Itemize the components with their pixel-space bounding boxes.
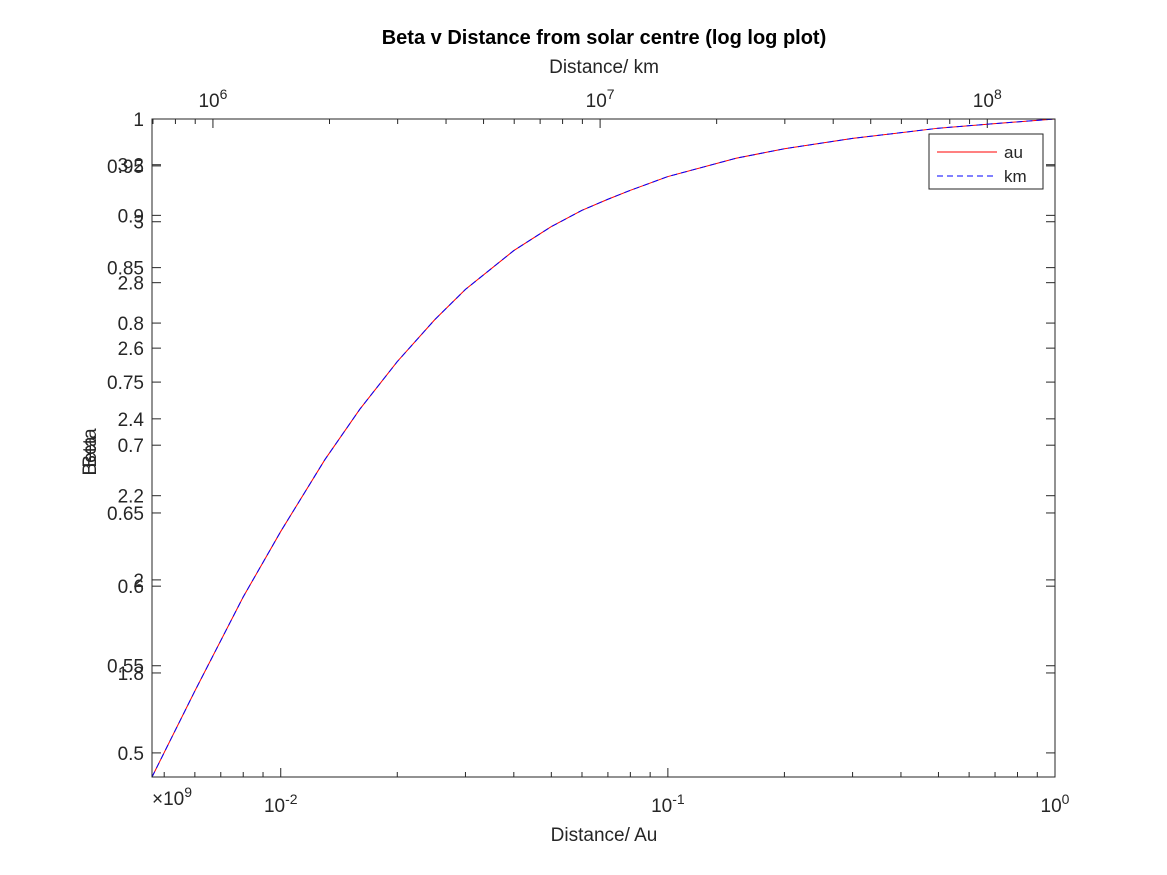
y2-tick-label: 3.2: [118, 156, 144, 177]
x-exponent-label: ×109: [152, 784, 192, 810]
x2-tick-label: 106: [198, 86, 227, 112]
y2-tick-label: 2.6: [118, 339, 144, 360]
legend-label-au: au: [1004, 143, 1023, 162]
svg-text:×109: ×109: [152, 784, 192, 810]
y-tick-label: 0.8: [118, 314, 144, 335]
chart-title: Beta v Distance from solar centre (log l…: [382, 27, 827, 49]
y-tick-label: 0.5: [118, 744, 144, 765]
y2-axis-label: Beta: [80, 436, 101, 476]
y2-tick-label: 2.4: [118, 410, 145, 431]
x-tick-exp: -2: [285, 791, 298, 807]
x-tick-label: 100: [1041, 791, 1070, 817]
plot-area: [152, 119, 1055, 777]
y2-tick-label: 1.8: [118, 664, 144, 685]
x-tick-exp: -1: [672, 791, 685, 807]
x2-tick-base: 10: [973, 91, 994, 112]
x2-tick-exp: 8: [994, 86, 1002, 102]
x-axis-label: Distance/ Au: [551, 825, 658, 846]
x-tick-label: 10-1: [651, 791, 685, 817]
axes-layer: [152, 119, 1055, 777]
legend: au km: [928, 133, 1044, 190]
y2-tick-label: 2: [133, 571, 144, 592]
x2-axis-label: Distance/ km: [549, 57, 659, 78]
y-tick-label: 0.55: [107, 657, 144, 678]
y-tick-label: 0.65: [107, 504, 144, 525]
y-tick-label: 0.9: [118, 206, 144, 227]
y2-tick-label: 3: [133, 213, 144, 234]
y-tick-label: 0.75: [107, 373, 144, 394]
y-tick-label: 1: [133, 110, 144, 131]
x-exponent-power: 9: [184, 784, 192, 800]
plot-frame: [151, 118, 1056, 778]
y2-tick-label: 2.2: [118, 487, 144, 508]
series-line-km: [151, 118, 1056, 778]
y-tick-label: 0.95: [107, 157, 144, 178]
legend-box: [928, 133, 1044, 190]
y-tick-label: 0.6: [118, 577, 144, 598]
y-axis-label: Beta: [80, 428, 101, 468]
x-tick-base: 10: [651, 796, 672, 817]
x-tick-base: 10: [264, 796, 285, 817]
y-tick-label: 0.85: [107, 259, 144, 280]
x2-tick-base: 10: [586, 91, 607, 112]
x-tick-base: 10: [1041, 796, 1062, 817]
x-tick-label: 10-2: [264, 791, 298, 817]
legend-label-km: km: [1004, 167, 1027, 186]
y2-tick-label: 2.8: [118, 274, 144, 295]
x2-tick-exp: 7: [607, 86, 615, 102]
x2-tick-label: 108: [973, 86, 1002, 112]
x2-tick-label: 107: [586, 86, 615, 112]
x-exponent-prefix: ×10: [152, 789, 184, 810]
y-tick-label: 0.7: [118, 436, 144, 457]
x2-tick-base: 10: [198, 91, 219, 112]
series-layer: [151, 118, 1056, 778]
x-tick-exp: 0: [1062, 791, 1070, 807]
x2-tick-exp: 6: [220, 86, 228, 102]
